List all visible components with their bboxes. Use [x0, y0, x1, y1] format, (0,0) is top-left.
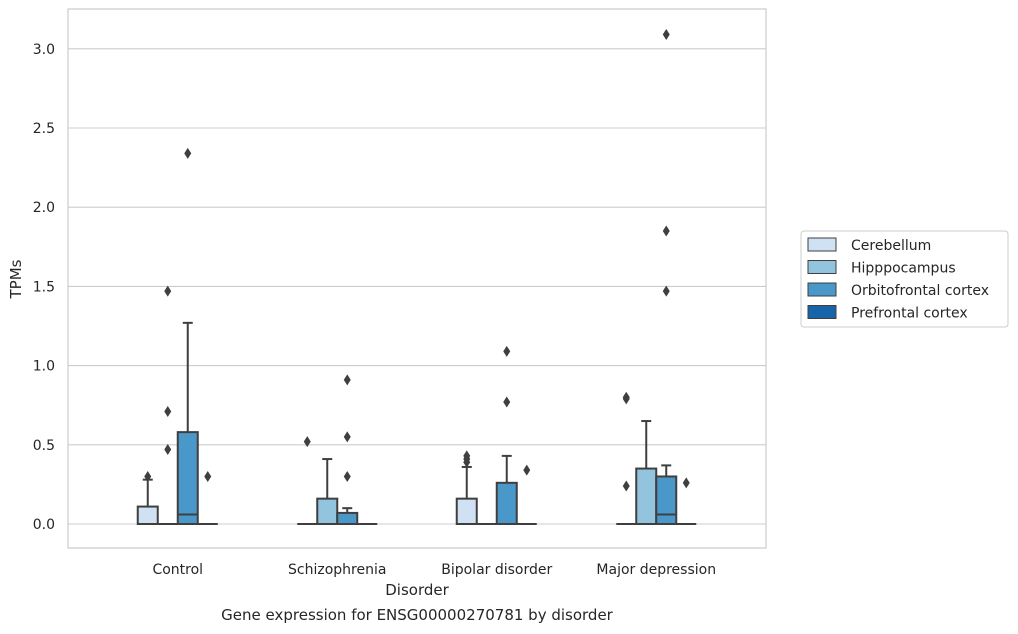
grid-lines	[68, 48, 766, 525]
y-tick-label-1: 0.5	[33, 438, 55, 454]
box-1-0	[157, 285, 178, 525]
box-1-3	[635, 420, 658, 525]
box-body	[655, 475, 678, 526]
y-tick-label-0: 0.0	[33, 517, 55, 533]
box-1-1	[316, 458, 339, 526]
box-3-2	[516, 464, 537, 525]
outlier-point-0	[682, 477, 690, 489]
legend-label-3: Prefrontal cortex	[851, 306, 968, 322]
box-body	[495, 481, 518, 526]
y-axis-ticks: 0.0 0.5 1.0 1.5 2.0 2.5 3.0	[33, 42, 55, 533]
box-2-0	[176, 147, 199, 525]
outlier-point-2	[164, 285, 172, 297]
y-tick-label-4: 2.0	[33, 200, 55, 216]
outlier-point-1	[164, 406, 172, 418]
y-tick-label-2: 1.0	[33, 359, 55, 375]
legend-label-0: Cerebellum	[851, 238, 931, 254]
figure-caption: Gene expression for ENSG00000270781 by d…	[221, 606, 613, 624]
outlier-point-1	[343, 431, 351, 443]
x-tick-label-2: Bipolar disorder	[441, 562, 552, 578]
plot-frame	[67, 8, 767, 549]
legend: Cerebellum Hipppocampus Orbitofrontal cort…	[800, 230, 1009, 328]
outlier-point-1	[662, 225, 670, 237]
legend-label-2: Orbitofrontal cortex	[851, 283, 989, 299]
legend-label-1: Hipppocampus	[851, 261, 956, 277]
box-0-2	[455, 450, 478, 526]
x-tick-label-3: Major depression	[596, 562, 716, 578]
outlier-point-0	[164, 444, 172, 456]
box-2-1	[336, 374, 359, 525]
outlier-point-0	[204, 470, 212, 482]
x-axis-label: Disorder	[385, 581, 449, 599]
box-body	[176, 431, 199, 525]
y-tick-label-5: 2.5	[33, 121, 55, 137]
outlier-point-0	[144, 470, 152, 482]
outlier-point-0	[343, 470, 351, 482]
box-body	[635, 467, 658, 525]
box-2-3	[655, 29, 678, 526]
legend-swatch-1	[807, 260, 837, 274]
y-axis-label: TPMs	[7, 259, 25, 299]
box-0-0	[136, 470, 159, 525]
outlier-point-2	[662, 29, 670, 41]
x-tick-label-0: Control	[152, 562, 203, 578]
box-body	[136, 505, 159, 525]
legend-frame	[800, 230, 1009, 328]
outlier-point-2	[343, 374, 351, 386]
x-tick-label-1: Schizophrenia	[288, 562, 386, 578]
box-2-2	[495, 345, 518, 526]
legend-swatch-0	[807, 237, 837, 252]
outlier-point-1	[503, 345, 511, 357]
box-3-3	[676, 477, 697, 525]
box-0-1	[297, 436, 318, 525]
box-body	[336, 511, 359, 525]
box-body	[455, 497, 478, 526]
outlier-point-0	[662, 285, 670, 297]
box-body	[316, 497, 339, 526]
y-tick-label-6: 3.0	[33, 42, 55, 58]
outlier-point-0	[303, 436, 311, 448]
outlier-point-0	[523, 464, 531, 476]
outlier-point-2	[622, 391, 630, 403]
outlier-point-2	[463, 450, 471, 462]
y-tick-label-3: 1.5	[33, 279, 55, 295]
x-axis-ticks: Control Schizophrenia Bipolar disorder Majo…	[152, 562, 716, 578]
legend-swatch-2	[807, 282, 837, 297]
box-3-0	[197, 470, 218, 525]
outlier-point-0	[622, 480, 630, 492]
outlier-point-0	[184, 147, 192, 159]
box-0-3	[616, 391, 637, 525]
box-plot-marks	[136, 29, 697, 526]
legend-swatch-3	[807, 305, 837, 319]
outlier-point-0	[503, 396, 511, 408]
